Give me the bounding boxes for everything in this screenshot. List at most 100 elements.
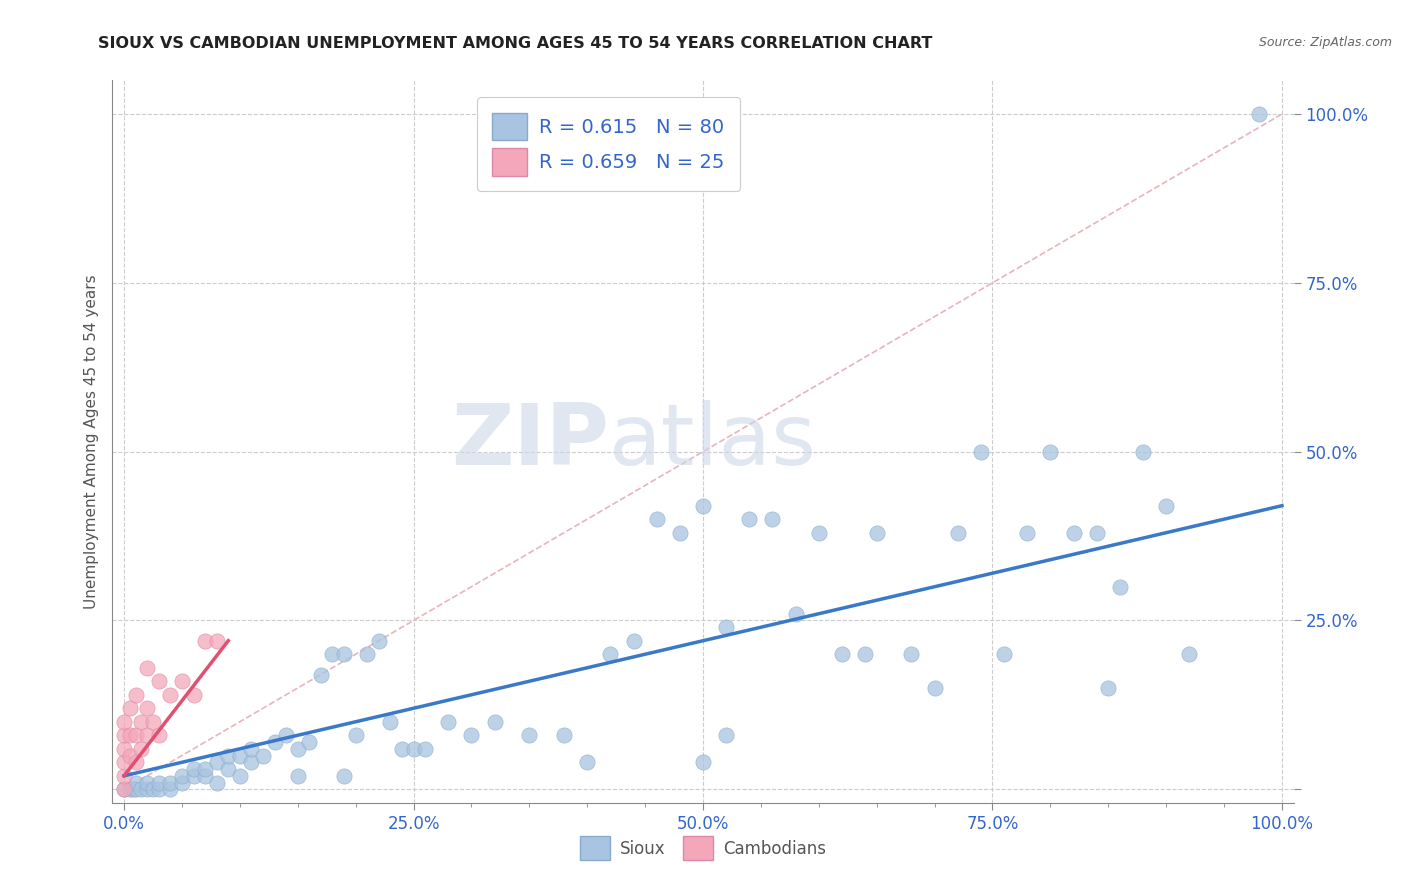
- Point: [669, 525, 692, 540]
- Point: [112, 782, 135, 797]
- Point: [924, 681, 946, 695]
- Point: [124, 688, 146, 702]
- Point: [900, 647, 922, 661]
- Text: SIOUX VS CAMBODIAN UNEMPLOYMENT AMONG AGES 45 TO 54 YEARS CORRELATION CHART: SIOUX VS CAMBODIAN UNEMPLOYMENT AMONG AG…: [98, 36, 932, 51]
- Point: [142, 782, 165, 797]
- Point: [148, 775, 170, 789]
- Point: [276, 728, 298, 742]
- Point: [124, 756, 146, 770]
- Point: [183, 769, 205, 783]
- Point: [183, 762, 205, 776]
- Point: [112, 714, 135, 729]
- Point: [229, 748, 252, 763]
- Point: [344, 728, 367, 742]
- Point: [112, 741, 135, 756]
- Point: [124, 782, 146, 797]
- Point: [118, 728, 141, 742]
- Point: [112, 769, 135, 783]
- Point: [831, 647, 853, 661]
- Point: [807, 525, 830, 540]
- Point: [252, 748, 274, 763]
- Point: [240, 756, 263, 770]
- Point: [112, 728, 135, 742]
- Point: [136, 701, 159, 715]
- Point: [1247, 107, 1270, 121]
- Point: [333, 769, 356, 783]
- Point: [118, 701, 141, 715]
- Point: [131, 741, 153, 756]
- Point: [136, 775, 159, 789]
- Text: ZIP: ZIP: [451, 400, 609, 483]
- Point: [517, 728, 540, 742]
- Point: [194, 762, 217, 776]
- Point: [159, 688, 181, 702]
- Point: [118, 748, 141, 763]
- Point: [761, 512, 783, 526]
- Point: [460, 728, 482, 742]
- Point: [205, 633, 228, 648]
- Point: [1063, 525, 1085, 540]
- Point: [380, 714, 402, 729]
- Point: [692, 499, 714, 513]
- Point: [124, 775, 146, 789]
- Point: [136, 728, 159, 742]
- Point: [122, 782, 145, 797]
- Point: [142, 714, 165, 729]
- Point: [1132, 444, 1154, 458]
- Point: [124, 728, 146, 742]
- Point: [298, 735, 321, 749]
- Point: [136, 782, 159, 797]
- Point: [287, 741, 309, 756]
- Y-axis label: Unemployment Among Ages 45 to 54 years: Unemployment Among Ages 45 to 54 years: [83, 274, 98, 609]
- Point: [993, 647, 1015, 661]
- Point: [623, 633, 645, 648]
- Point: [553, 728, 575, 742]
- Point: [118, 782, 141, 797]
- Text: Source: ZipAtlas.com: Source: ZipAtlas.com: [1258, 36, 1392, 49]
- Point: [356, 647, 378, 661]
- Point: [413, 741, 436, 756]
- Point: [112, 782, 135, 797]
- Point: [170, 674, 193, 689]
- Point: [1108, 580, 1130, 594]
- Point: [183, 688, 205, 702]
- Point: [692, 756, 714, 770]
- Point: [1017, 525, 1039, 540]
- Point: [131, 714, 153, 729]
- Point: [576, 756, 599, 770]
- Point: [645, 512, 668, 526]
- Point: [148, 728, 170, 742]
- Point: [194, 769, 217, 783]
- Point: [1154, 499, 1177, 513]
- Point: [714, 728, 737, 742]
- Point: [599, 647, 621, 661]
- Point: [217, 762, 239, 776]
- Point: [437, 714, 460, 729]
- Point: [112, 756, 135, 770]
- Text: atlas: atlas: [609, 400, 817, 483]
- Point: [229, 769, 252, 783]
- Point: [263, 735, 285, 749]
- Point: [333, 647, 356, 661]
- Point: [391, 741, 413, 756]
- Point: [1085, 525, 1108, 540]
- Point: [1178, 647, 1201, 661]
- Point: [205, 756, 228, 770]
- Point: [194, 633, 217, 648]
- Point: [309, 667, 332, 681]
- Point: [866, 525, 889, 540]
- Point: [205, 775, 228, 789]
- Point: [217, 748, 239, 763]
- Point: [946, 525, 969, 540]
- Point: [170, 769, 193, 783]
- Point: [970, 444, 993, 458]
- Point: [148, 782, 170, 797]
- Point: [240, 741, 263, 756]
- Point: [148, 674, 170, 689]
- Point: [367, 633, 389, 648]
- Point: [159, 775, 181, 789]
- Point: [714, 620, 737, 634]
- Point: [853, 647, 876, 661]
- Point: [1097, 681, 1119, 695]
- Legend: Sioux, Cambodians: Sioux, Cambodians: [574, 830, 832, 867]
